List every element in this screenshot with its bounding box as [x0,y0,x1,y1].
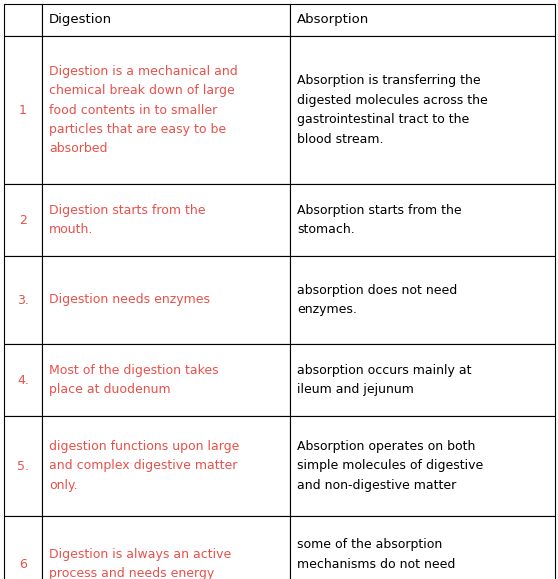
Bar [4,36,42,184]
Bar [42,516,290,579]
Text: Absorption is transferring the
digested molecules across the
gastrointestinal tr: Absorption is transferring the digested … [297,74,488,146]
Text: Digestion: Digestion [49,13,112,27]
Text: Digestion starts from the
mouth.: Digestion starts from the mouth. [49,204,205,236]
Bar [4,184,42,256]
Bar [42,4,290,36]
Text: 4.: 4. [17,373,29,387]
Text: 5.: 5. [17,460,29,472]
Bar [42,256,290,344]
Text: absorption occurs mainly at
ileum and jejunum: absorption occurs mainly at ileum and je… [297,364,472,396]
Text: some of the absorption
mechanisms do not need
energy: some of the absorption mechanisms do not… [297,538,455,579]
Bar [4,344,42,416]
Bar [42,344,290,416]
Bar [290,184,555,256]
Bar [4,416,42,516]
Text: 1: 1 [19,104,27,116]
Bar [42,36,290,184]
Text: 2: 2 [19,214,27,226]
Text: Most of the digestion takes
place at duodenum: Most of the digestion takes place at duo… [49,364,219,396]
Text: Digestion is a mechanical and
chemical break down of large
food contents in to s: Digestion is a mechanical and chemical b… [49,64,238,156]
Text: digestion functions upon large
and complex digestive matter
only.: digestion functions upon large and compl… [49,440,239,492]
Bar [42,416,290,516]
Text: 3.: 3. [17,294,29,306]
Bar [42,184,290,256]
Bar [4,4,42,36]
Bar [290,4,555,36]
Text: Absorption starts from the
stomach.: Absorption starts from the stomach. [297,204,461,236]
Bar [290,36,555,184]
Text: absorption does not need
enzymes.: absorption does not need enzymes. [297,284,457,316]
Text: Digestion needs enzymes: Digestion needs enzymes [49,294,210,306]
Bar [4,256,42,344]
Bar [290,256,555,344]
Text: 6: 6 [19,558,27,570]
Bar [290,416,555,516]
Text: Absorption: Absorption [297,13,369,27]
Bar [4,516,42,579]
Bar [290,344,555,416]
Bar [290,516,555,579]
Text: Absorption operates on both
simple molecules of digestive
and non-digestive matt: Absorption operates on both simple molec… [297,440,483,492]
Text: Digestion is always an active
process and needs energy: Digestion is always an active process an… [49,548,231,579]
